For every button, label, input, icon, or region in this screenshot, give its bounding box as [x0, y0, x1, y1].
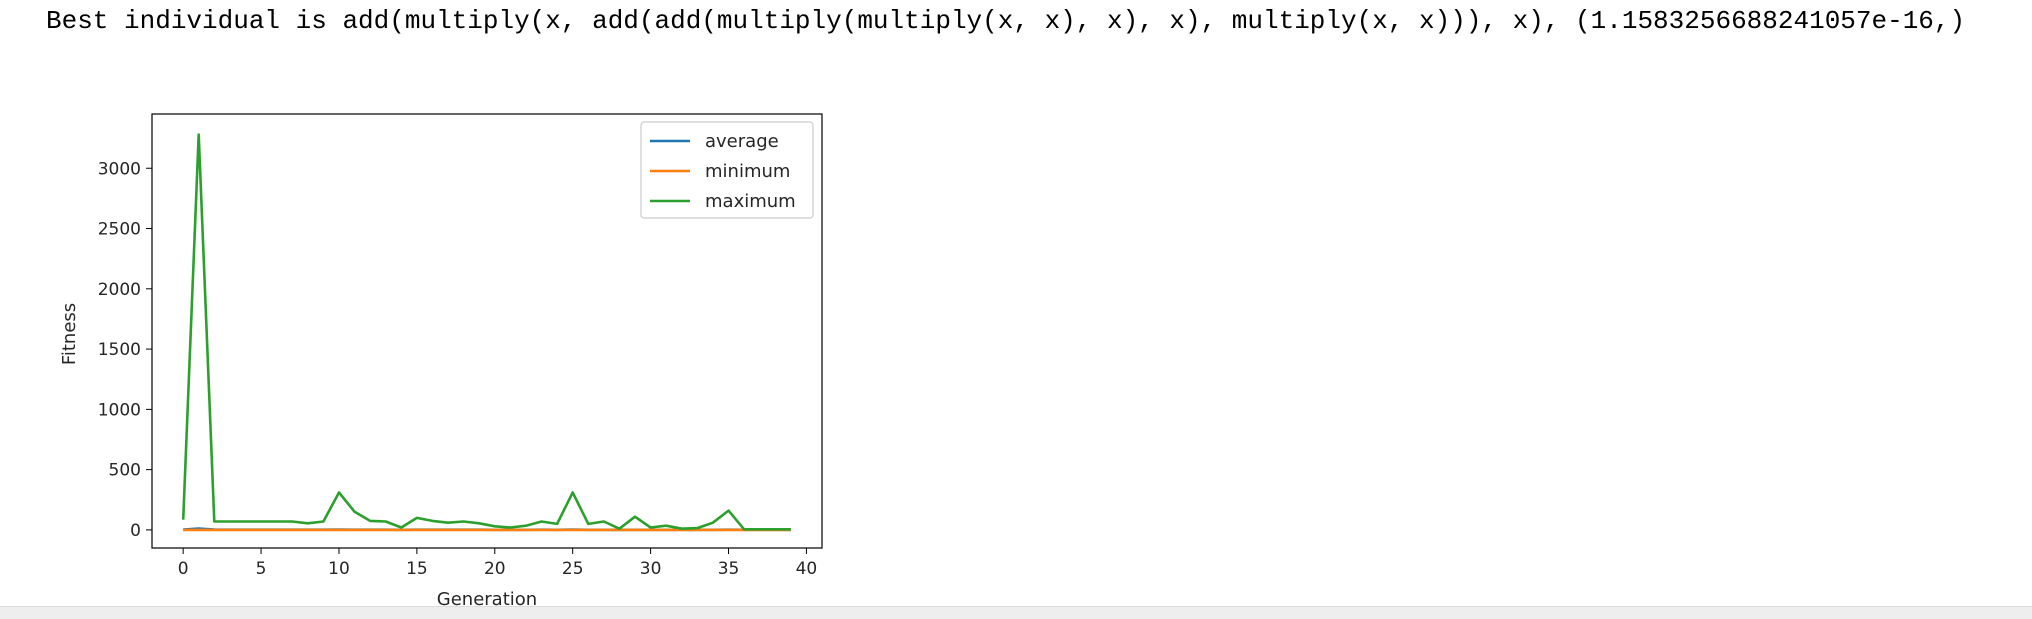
legend: average minimum maximum	[640, 121, 814, 219]
y-tick-label: 2000	[98, 280, 141, 300]
x-tick-label: 35	[718, 559, 740, 579]
x-tick-label: 25	[562, 559, 584, 579]
y-tick-label: 2500	[98, 220, 141, 240]
x-tick-label: 10	[328, 559, 350, 579]
x-tick-label: 30	[640, 559, 662, 579]
series-line-maximum	[181, 133, 791, 531]
x-axis-label: Generation	[437, 589, 537, 610]
x-tick-label: 0	[178, 559, 189, 579]
y-axis-label: Fitness	[59, 303, 80, 365]
output-text: Best individual is add(multiply(x, add(a…	[46, 6, 1966, 36]
legend-label-maximum: maximum	[705, 191, 796, 212]
y-tick-label: 0	[130, 521, 141, 541]
legend-box	[640, 121, 814, 219]
axis-ticks: 0 5 10 15 20 25 30 35 40 0 500 1000 1500 2000 2500 3000	[98, 159, 818, 579]
y-tick-label: 1500	[98, 340, 141, 360]
legend-label-average: average	[705, 131, 779, 152]
series-lines	[181, 133, 791, 532]
x-tick-label: 20	[484, 559, 506, 579]
x-tick-label: 15	[406, 559, 428, 579]
y-tick-label: 500	[109, 461, 141, 481]
x-tick-label: 40	[796, 559, 818, 579]
bottom-bar	[0, 606, 2032, 619]
legend-label-minimum: minimum	[705, 161, 790, 182]
plot-frame	[151, 113, 823, 549]
y-tick-label: 1000	[98, 400, 141, 420]
y-tick-label: 3000	[98, 159, 141, 179]
x-tick-label: 5	[256, 559, 267, 579]
